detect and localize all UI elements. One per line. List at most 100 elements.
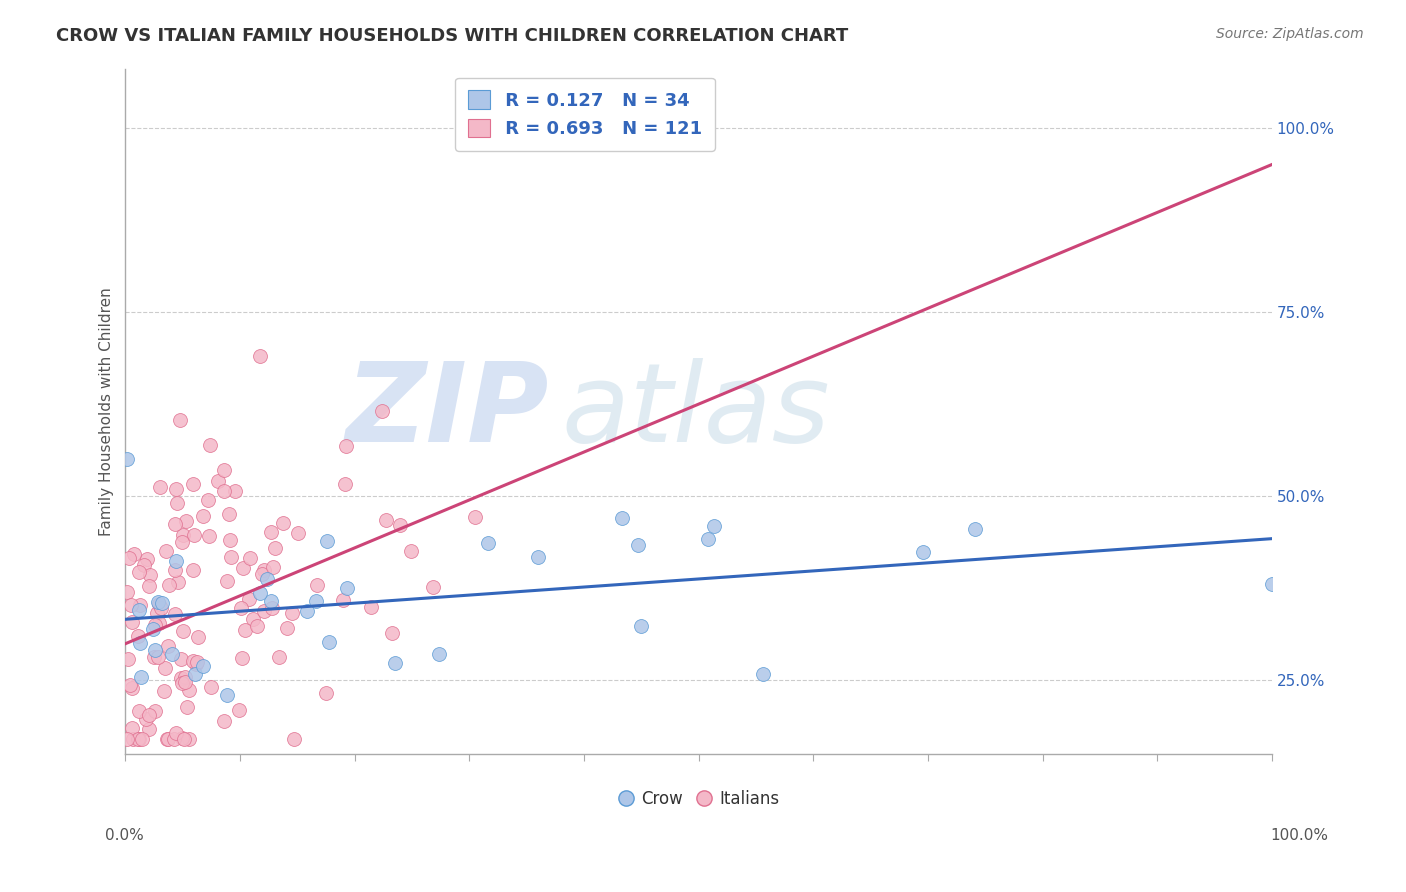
Text: ZIP: ZIP [346,358,550,465]
Point [239,551,262,566]
Point [166,725,188,739]
Point [610,511,633,525]
Point [128,636,150,650]
Point [245,619,267,633]
Point [165,554,187,568]
Point [183,528,205,542]
Point [380,626,402,640]
Point [120,598,142,612]
Point [697,532,720,546]
Point [150,596,173,610]
Point [260,525,283,540]
Point [198,438,221,452]
Point [273,516,295,530]
Point [138,723,160,737]
Point [335,439,357,453]
Point [146,595,169,609]
Point [145,606,167,620]
Point [249,586,271,600]
Point [1261,576,1284,591]
Point [170,731,193,746]
Point [305,578,328,592]
Point [193,508,215,523]
Point [389,518,412,533]
Point [260,594,283,608]
Point [127,629,149,643]
Point [129,670,152,684]
Point [200,680,222,694]
Point [249,349,271,363]
Text: 0.0%: 0.0% [105,828,145,843]
Point [332,593,354,607]
Point [129,598,152,612]
Point [173,674,195,689]
Point [165,516,187,531]
Point [281,606,304,620]
Point [965,522,987,536]
Point [131,732,153,747]
Point [121,732,143,747]
Point [132,558,155,572]
Point [155,661,177,675]
Point [276,621,298,635]
Point [360,599,382,614]
Point [115,452,138,467]
Point [287,526,309,541]
Point [167,575,190,590]
Point [212,463,235,477]
Point [336,581,359,595]
Point [297,604,319,618]
Point [422,580,444,594]
Point [269,650,291,665]
Point [399,544,422,558]
Point [143,704,166,718]
Point [139,568,162,582]
Point [159,578,181,592]
Point [335,476,357,491]
Point [172,534,194,549]
Point [212,714,235,728]
Point [128,732,150,747]
Point [135,712,157,726]
Point [176,514,198,528]
Point [183,477,205,491]
Point [172,528,194,542]
Point [156,732,179,747]
Point [283,732,305,747]
Point [155,544,177,558]
Point [477,536,499,550]
Point [371,403,394,417]
Point [186,657,208,672]
Point [263,541,285,556]
Point [207,474,229,488]
Point [174,670,197,684]
Point [198,529,221,543]
Point [153,683,176,698]
Point [148,597,170,611]
Point [138,708,160,723]
Point [912,545,935,559]
Point [232,561,254,575]
Text: atlas: atlas [561,358,830,465]
Point [318,635,340,649]
Point [252,567,274,582]
Point [143,618,166,632]
Point [148,649,170,664]
Point [120,678,142,692]
Point [121,721,143,735]
Point [163,607,186,622]
Point [115,732,138,747]
Point [627,538,650,552]
Point [169,672,191,686]
Point [212,483,235,498]
Point [193,659,215,673]
Point [703,519,725,533]
Point [231,651,253,665]
Point [170,652,193,666]
Point [315,686,337,700]
Point [124,547,146,561]
Point [375,513,398,527]
Point [127,732,149,747]
Point [427,647,450,661]
Point [238,592,260,607]
